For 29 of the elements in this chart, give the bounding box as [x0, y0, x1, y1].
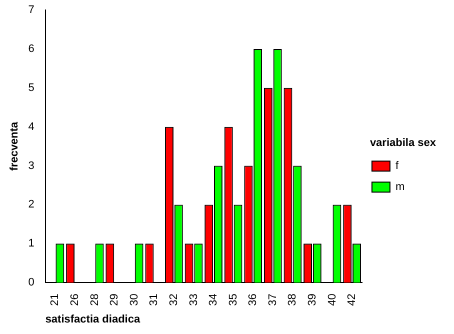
x-tick-label: 32	[168, 294, 180, 306]
y-tick-label: 2	[28, 198, 34, 211]
x-tick-label: 28	[88, 294, 101, 306]
legend-label: m	[395, 181, 405, 194]
x-tick-label: 29	[108, 294, 121, 306]
y-tick-label: 3	[28, 160, 34, 172]
x-tick-label: 38	[286, 294, 299, 306]
x-tick-label: 31	[148, 294, 160, 306]
legend-label: f	[395, 160, 400, 172]
x-tick-label: 40	[326, 294, 338, 306]
x-axis-title: satisfactia diadica	[45, 313, 141, 326]
x-tick-label: 33	[188, 294, 200, 306]
x-tick-label: 42	[346, 294, 358, 306]
y-tick-label: 1	[28, 238, 34, 250]
x-tick-label: 21	[49, 294, 62, 306]
x-tick-label: 37	[266, 294, 279, 306]
y-tick-label: 4	[28, 120, 34, 133]
y-tick-label: 0	[28, 276, 34, 289]
x-tick-label: 39	[306, 294, 319, 306]
x-tick-label: 34	[208, 294, 220, 306]
y-axis-title: frecventa	[8, 120, 21, 171]
y-tick-label: 7	[28, 4, 34, 16]
y-tick-label: 5	[28, 82, 34, 94]
x-tick-label: 26	[69, 294, 82, 306]
x-tick-label: 36	[247, 294, 260, 306]
x-tick-label: 35	[227, 294, 240, 306]
x-tick-label: 30	[128, 294, 140, 306]
legend-title: variabila sex	[370, 136, 437, 149]
y-tick-label: 6	[28, 42, 34, 55]
